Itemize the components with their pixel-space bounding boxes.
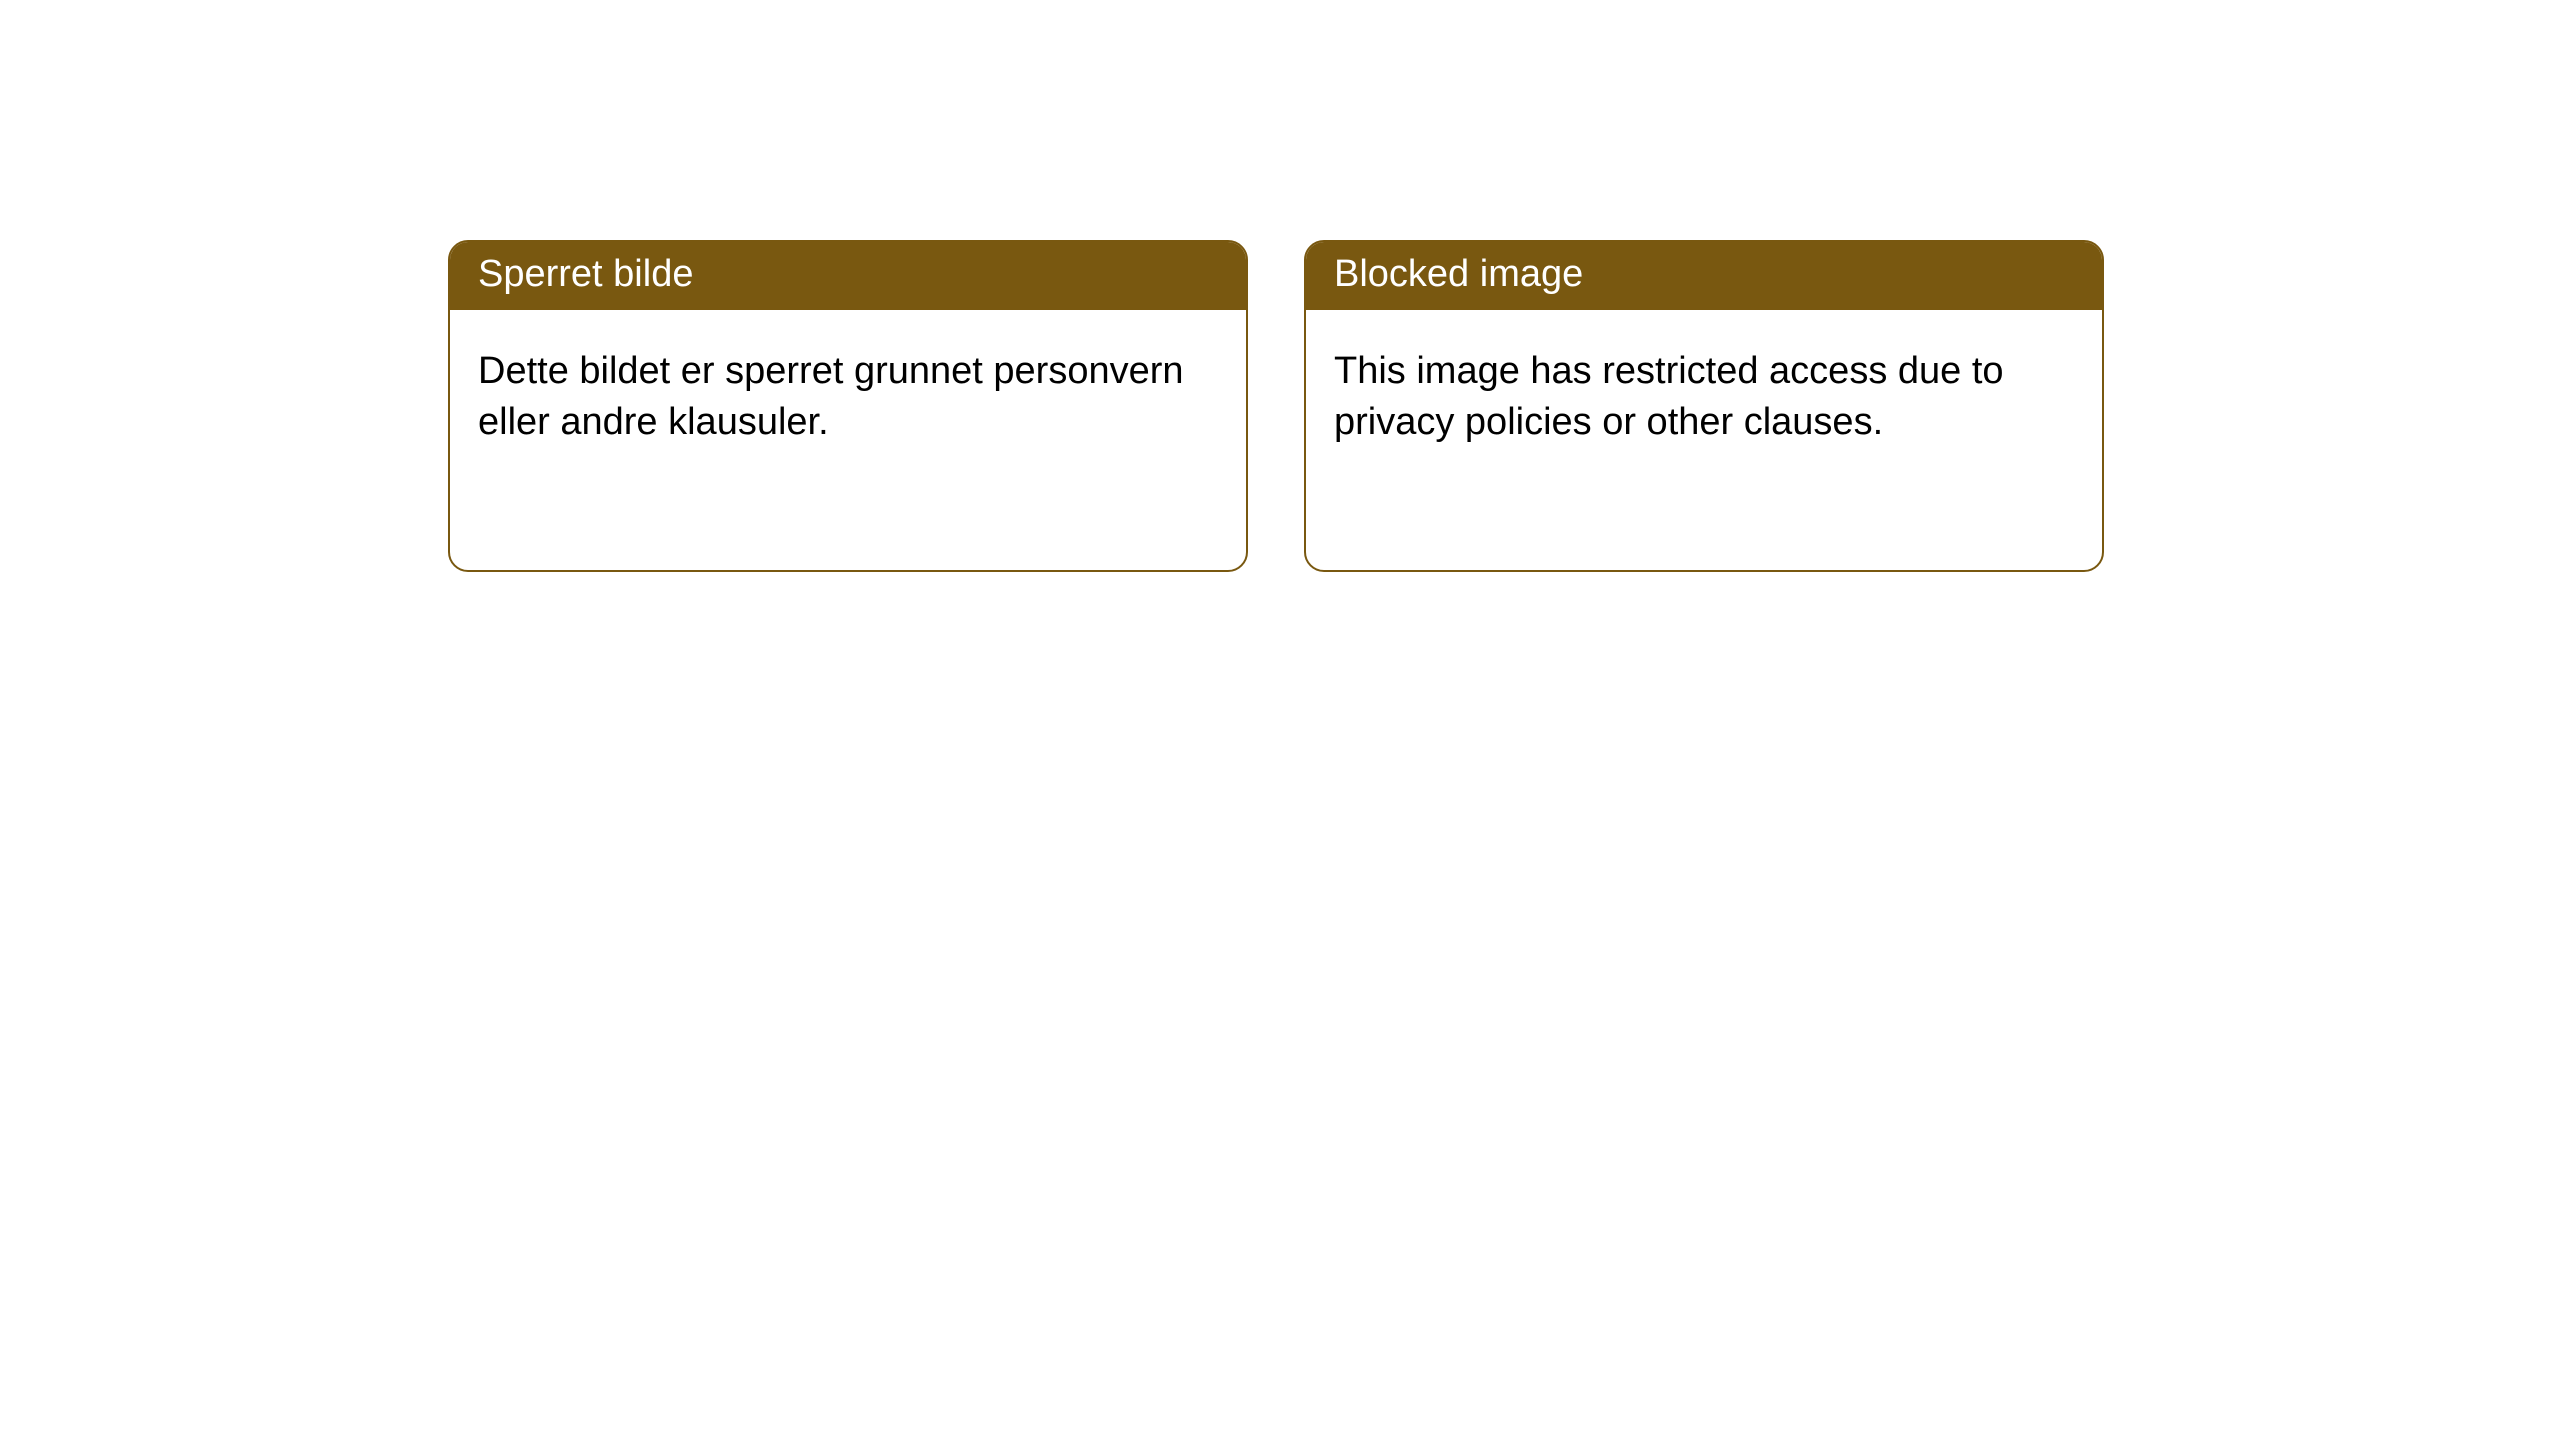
notice-card-norwegian: Sperret bilde Dette bildet er sperret gr… <box>448 240 1248 572</box>
card-body-text: This image has restricted access due to … <box>1334 350 2004 443</box>
card-header: Sperret bilde <box>450 242 1246 310</box>
card-header: Blocked image <box>1306 242 2102 310</box>
notice-container: Sperret bilde Dette bildet er sperret gr… <box>0 0 2560 572</box>
card-title: Sperret bilde <box>478 253 693 295</box>
notice-card-english: Blocked image This image has restricted … <box>1304 240 2104 572</box>
card-title: Blocked image <box>1334 253 1583 295</box>
card-body: This image has restricted access due to … <box>1306 310 2102 485</box>
card-body-text: Dette bildet er sperret grunnet personve… <box>478 350 1184 443</box>
card-body: Dette bildet er sperret grunnet personve… <box>450 310 1246 485</box>
